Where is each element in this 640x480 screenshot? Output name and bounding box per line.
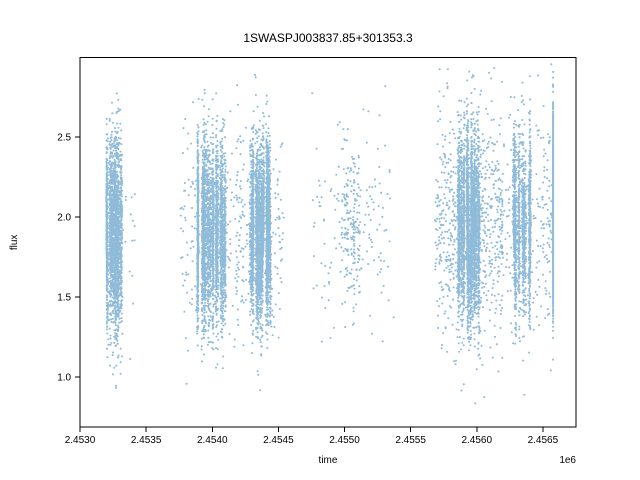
svg-text:2.4550: 2.4550	[329, 435, 360, 446]
svg-text:2.4545: 2.4545	[263, 435, 294, 446]
svg-text:1.0: 1.0	[57, 372, 71, 383]
svg-text:2.4535: 2.4535	[131, 435, 162, 446]
svg-text:flux: flux	[9, 235, 20, 251]
svg-text:2.5: 2.5	[57, 132, 71, 143]
svg-text:2.4555: 2.4555	[395, 435, 426, 446]
svg-text:1SWASPJ003837.85+301353.3: 1SWASPJ003837.85+301353.3	[243, 31, 413, 45]
svg-text:2.4565: 2.4565	[528, 435, 559, 446]
svg-text:2.4560: 2.4560	[461, 435, 492, 446]
svg-text:2.4540: 2.4540	[197, 435, 228, 446]
svg-text:1e6: 1e6	[559, 455, 576, 466]
svg-text:2.4530: 2.4530	[65, 435, 96, 446]
svg-text:2.0: 2.0	[57, 212, 71, 223]
svg-text:time: time	[319, 455, 338, 466]
svg-text:1.5: 1.5	[57, 292, 71, 303]
